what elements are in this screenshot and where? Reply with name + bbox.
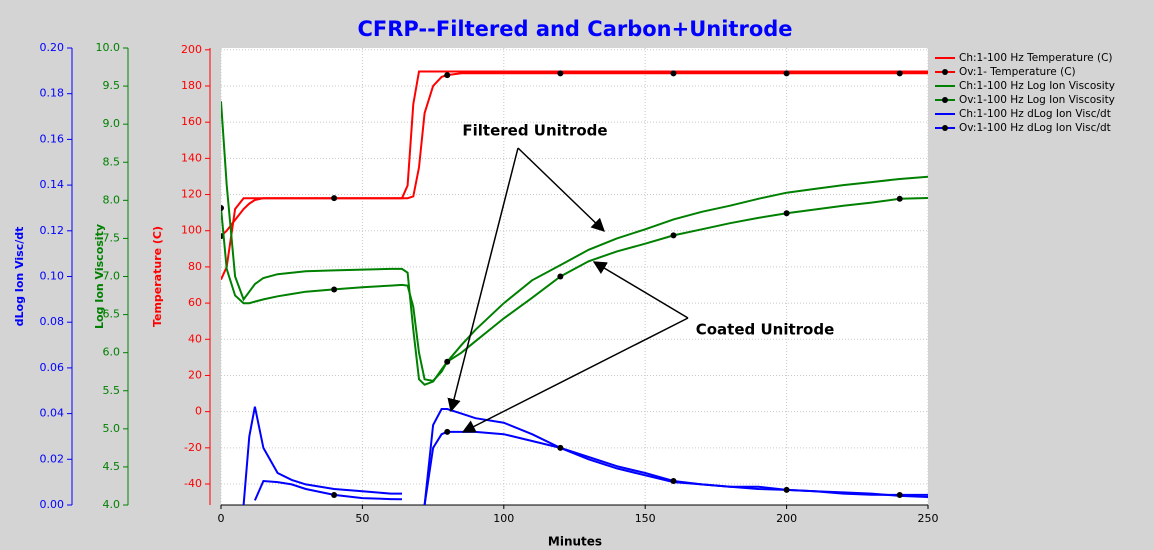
legend-label: Ov:1- Temperature (C) [959, 66, 1076, 78]
y-tick-label: 6.5 [103, 308, 121, 321]
series-marker [331, 195, 338, 202]
series-marker [444, 72, 451, 79]
series-line [221, 72, 928, 237]
y-tick-label: 0.02 [40, 452, 65, 465]
series-marker [783, 486, 790, 493]
y-tick-label: 0 [195, 405, 202, 418]
y-axis-title: dLog Ion Visc/dt [13, 227, 26, 327]
y-tick-label: 10.0 [96, 41, 121, 54]
y-tick-label: 100 [181, 224, 202, 237]
series-line [221, 101, 928, 386]
x-tick-label: 0 [218, 512, 225, 525]
legend-label: Ch:1-100 Hz Log Ion Viscosity [959, 80, 1115, 92]
y-tick-label: 6.0 [103, 346, 121, 359]
legend-label: Ov:1-100 Hz dLog Ion Visc/dt [959, 122, 1111, 134]
series-line [221, 197, 928, 382]
y-axis-title: Temperature (C) [151, 226, 164, 327]
y-tick-label: 7.0 [103, 270, 121, 283]
annotations: Filtered Unitrode Coated Unitrode [447, 122, 835, 433]
series-marker [444, 428, 451, 435]
series-marker [331, 286, 338, 293]
legend-marker [942, 125, 948, 131]
x-tick-label: 150 [635, 512, 656, 525]
plot-series [221, 70, 928, 505]
y-tick-label: 0.08 [40, 315, 65, 328]
y-tick-label: 4.5 [103, 460, 121, 473]
legend-label: Ch:1-100 Hz dLog Ion Visc/dt [959, 108, 1111, 120]
y-tick-label: 160 [181, 115, 202, 128]
x-tick-label: 200 [776, 512, 797, 525]
series-marker [670, 232, 677, 239]
legend-label: Ov:1-100 Hz Log Ion Viscosity [959, 94, 1115, 106]
series-marker [557, 273, 564, 280]
y-tick-label: 80 [188, 260, 202, 273]
x-tick-label: 50 [355, 512, 369, 525]
layer: 0 50 100 150 200 250 -40 -20 0 20 40 60 80 100 120 140 1… [13, 41, 1115, 525]
annotation: Coated Unitrode [696, 321, 835, 339]
y-tick-label: 0.00 [40, 498, 65, 511]
y-tick-label: 4.0 [103, 498, 121, 511]
series-marker [896, 491, 903, 498]
annotation: Filtered Unitrode [462, 122, 607, 140]
x-tick-label: 100 [493, 512, 514, 525]
y-tick-label: -20 [184, 441, 202, 454]
series-marker [783, 70, 790, 77]
arrow [447, 147, 519, 413]
y-tick-label: 140 [181, 151, 202, 164]
y-tick-label: 0.18 [40, 87, 65, 100]
chart-title: CFRP--Filtered and Carbon+Unitrode [357, 17, 792, 41]
y-tick-label: 9.5 [103, 79, 121, 92]
y-tick-label: 5.5 [103, 384, 121, 397]
y-tick-label: 200 [181, 43, 202, 56]
legend-marker [942, 97, 948, 103]
series-marker [331, 491, 338, 498]
series-marker [557, 444, 564, 451]
arrow [461, 317, 689, 433]
y-tick-label: 180 [181, 79, 202, 92]
y-tick-label: 9.0 [103, 117, 121, 130]
series-marker [670, 70, 677, 77]
series-marker [221, 204, 224, 211]
arrow [517, 147, 605, 232]
y-axis-title: Log Ion Viscosity [93, 224, 106, 329]
series-marker [896, 195, 903, 202]
series-marker [557, 70, 564, 77]
y-tick-label: 40 [188, 332, 202, 345]
y-tick-label: 7.5 [103, 231, 121, 244]
y-tick-label: 0.10 [40, 270, 65, 283]
y-tick-label: -40 [184, 477, 202, 490]
y-tick-label: 0.20 [40, 41, 65, 54]
y-tick-label: 8.5 [103, 155, 121, 168]
series-line [253, 430, 928, 505]
y-tick-label: 5.0 [103, 422, 121, 435]
series-marker [444, 358, 451, 365]
arrow [592, 261, 689, 319]
y-tick-label: 0.16 [40, 132, 65, 145]
y-tick-label: 0.14 [40, 178, 65, 191]
legend-label: Ch:1-100 Hz Temperature (C) [959, 52, 1113, 64]
series-marker [783, 210, 790, 217]
plot-area [221, 48, 928, 505]
y-tick-label: 0.04 [40, 407, 65, 420]
series-marker [896, 70, 903, 77]
x-axis-title: Minutes [548, 535, 602, 549]
y-tick-label: 8.0 [103, 193, 121, 206]
y-tick-label: 0.06 [40, 361, 65, 374]
y-tick-label: 120 [181, 188, 202, 201]
legend-marker [942, 69, 948, 75]
y-tick-label: 60 [188, 296, 202, 309]
y-tick-label: 20 [188, 368, 202, 381]
y-tick-label: 0.12 [40, 224, 65, 237]
x-tick-label: 250 [918, 512, 939, 525]
series-marker [670, 478, 677, 485]
